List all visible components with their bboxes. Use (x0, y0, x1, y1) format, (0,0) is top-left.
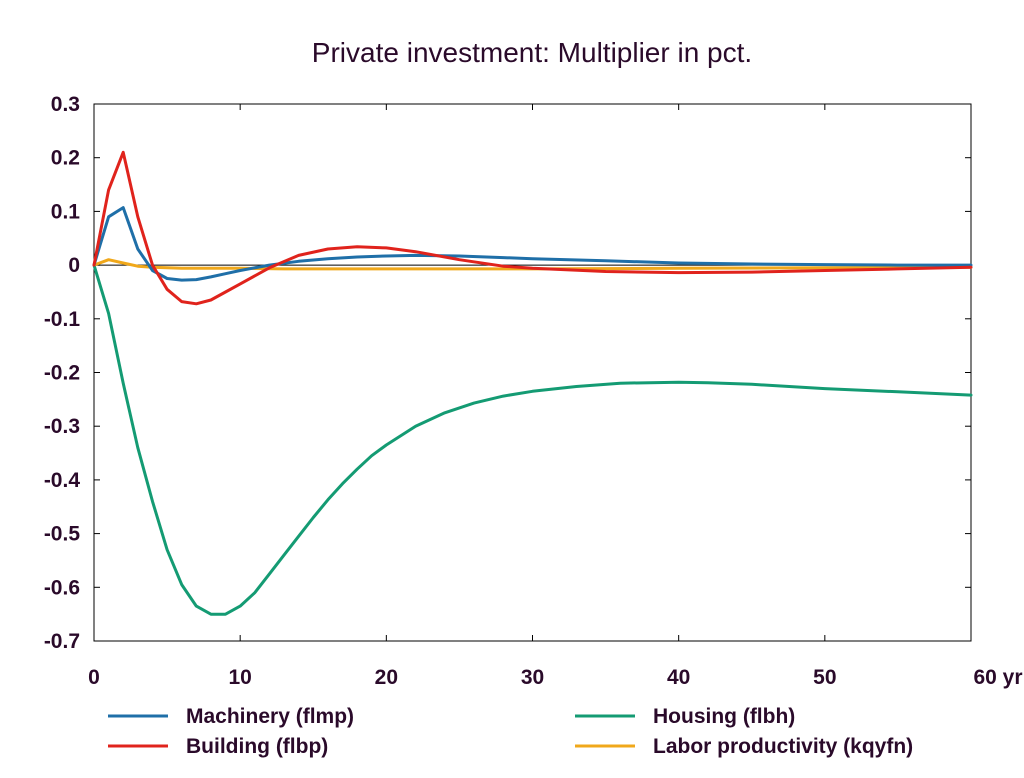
legend: Machinery (flmp) Housing (flbh) Building (… (108, 705, 913, 758)
x-tick-label: 0 (88, 666, 100, 689)
x-tick-label: 30 (521, 666, 544, 689)
y-tick-label: -0.3 (44, 415, 80, 438)
y-tick-label: 0.1 (51, 200, 81, 223)
legend-label: Labor productivity (kqyfn) (653, 735, 913, 758)
y-tick-label: -0.4 (44, 469, 81, 492)
x-tick-label: 40 (667, 666, 690, 689)
y-tick-label: 0.3 (51, 93, 80, 116)
series-line-4 (92, 258, 973, 271)
x-tick-label: 20 (375, 666, 398, 689)
x-tick-label: 10 (228, 666, 251, 689)
y-tick-label: -0.6 (44, 576, 80, 599)
y-tick-label: 0.2 (51, 147, 80, 170)
legend-label: Building (flbp) (186, 735, 328, 758)
y-tick-label: -0.7 (44, 630, 80, 653)
legend-label: Housing (flbh) (653, 705, 795, 728)
chart-title: Private investment: Multiplier in pct. (312, 37, 752, 68)
series-line-2 (92, 150, 973, 306)
x-tick-label: 60 yr (973, 666, 1022, 689)
y-tick-label: -0.5 (44, 523, 81, 546)
series-line-3 (92, 263, 973, 616)
y-tick-label: -0.2 (44, 362, 80, 385)
y-tick-label: -0.1 (44, 308, 81, 331)
y-tick-label: 0 (68, 254, 80, 277)
x-tick-label: 50 (813, 666, 836, 689)
legend-label: Machinery (flmp) (186, 705, 354, 728)
plot-frame (93, 103, 972, 642)
plot-area: 0.3 0.2 0.1 0 -0.1 -0.2 -0.3 -0.4 -0.5 -0.6 -0.7 0 1… (44, 93, 1023, 689)
